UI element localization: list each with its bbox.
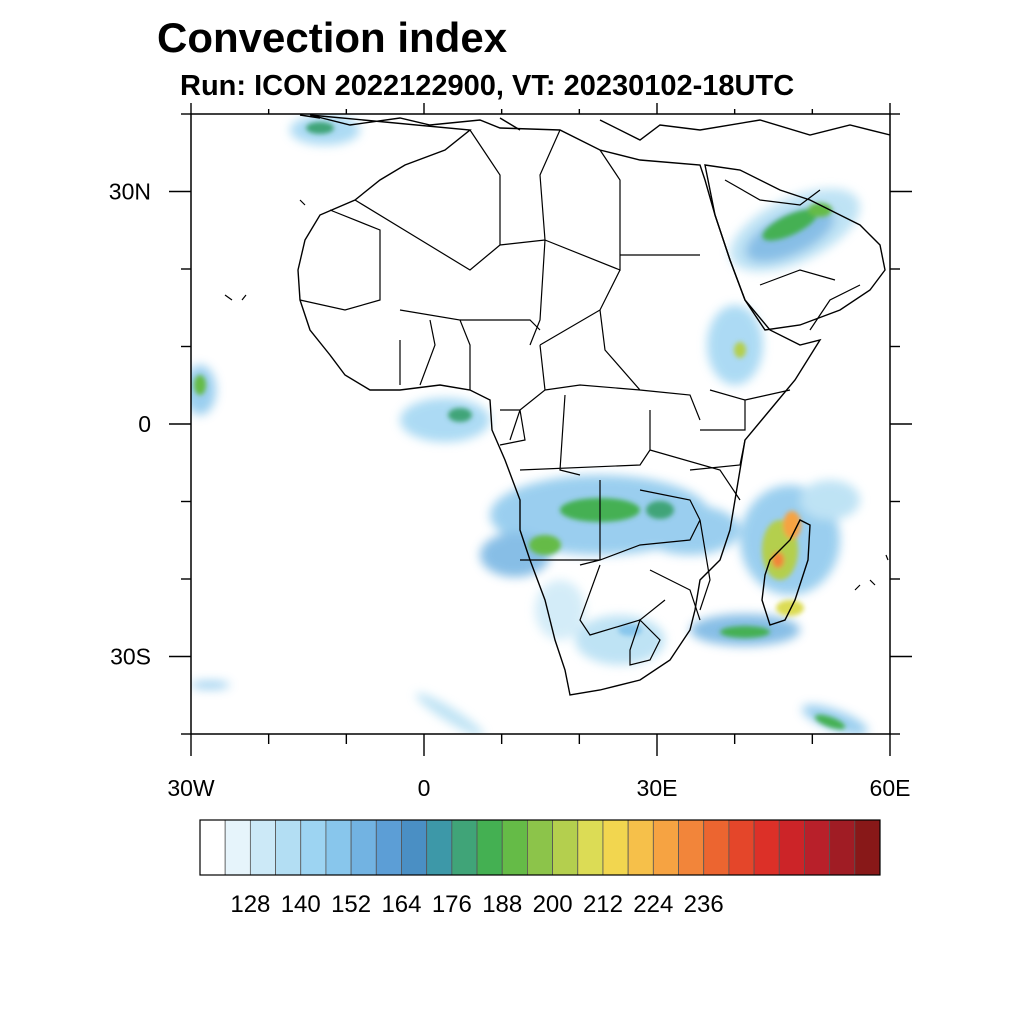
map-title: Convection index xyxy=(157,14,508,61)
colorbar-label: 176 xyxy=(432,891,472,918)
colorbar-swatch xyxy=(778,819,805,876)
colorbar-swatch xyxy=(527,819,553,876)
arabia-coastline xyxy=(704,164,886,331)
x-tick-label: 0 xyxy=(418,775,431,801)
colorbar-label: 236 xyxy=(684,891,724,918)
europe-coast xyxy=(299,114,890,141)
colorbar-swatch xyxy=(829,819,856,876)
country-borders xyxy=(299,129,861,666)
colorbar-swatch xyxy=(854,819,881,876)
colorbar-swatch xyxy=(804,819,831,876)
y-tick-label: 30S xyxy=(110,644,151,670)
colorbar-swatch xyxy=(552,819,579,876)
colorbar-swatch xyxy=(451,819,478,876)
colorbar: 128 140 152 164 176 188 200 212 224 236 xyxy=(199,819,881,918)
colorbar-label: 212 xyxy=(583,891,623,918)
colorbar-label: 188 xyxy=(482,891,522,918)
colorbar-swatch xyxy=(753,819,780,876)
colorbar-swatch xyxy=(652,819,679,876)
y-tick-label: 30N xyxy=(109,179,151,205)
colorbar-swatch xyxy=(325,819,352,876)
map-subtitle: Run: ICON 2022122900, VT: 20230102-18UTC xyxy=(180,70,795,102)
colorbar-swatch xyxy=(249,819,276,876)
coastlines xyxy=(224,114,890,696)
colorbar-swatch xyxy=(501,819,528,876)
colorbar-label: 224 xyxy=(633,891,673,918)
x-tick-label: 30W xyxy=(167,775,215,801)
colorbar-swatch xyxy=(703,819,730,876)
axis-ticks: 30W 0 30E 60E 30N 0 30S xyxy=(109,103,912,801)
colorbar-label: 152 xyxy=(331,891,371,918)
colorbar-swatch xyxy=(426,819,453,876)
colorbar-swatch xyxy=(728,819,755,876)
madagascar-coastline xyxy=(761,519,811,626)
colorbar-label: 140 xyxy=(281,891,321,918)
colorbar-label: 200 xyxy=(533,891,573,918)
colorbar-frame xyxy=(199,819,881,876)
colorbar-swatch xyxy=(476,819,503,876)
colorbar-swatch xyxy=(678,819,705,876)
colorbar-swatch xyxy=(627,819,654,876)
colorbar-swatch xyxy=(350,819,377,876)
colorbar-swatch xyxy=(602,819,629,876)
colorbar-swatch xyxy=(375,819,402,876)
convection-field xyxy=(191,115,869,734)
x-tick-label: 60E xyxy=(870,775,911,801)
x-tick-label: 30E xyxy=(637,775,678,801)
colorbar-swatch xyxy=(300,819,327,876)
colorbar-label: 164 xyxy=(381,891,421,918)
y-tick-label: 0 xyxy=(138,411,151,437)
colorbar-swatch xyxy=(401,819,428,876)
colorbar-label: 128 xyxy=(230,891,270,918)
colorbar-swatch xyxy=(275,819,302,876)
colorbar-swatch xyxy=(577,819,604,876)
colorbar-swatch xyxy=(224,819,251,876)
colorbar-swatch xyxy=(199,819,226,876)
africa-coastline xyxy=(297,114,822,696)
